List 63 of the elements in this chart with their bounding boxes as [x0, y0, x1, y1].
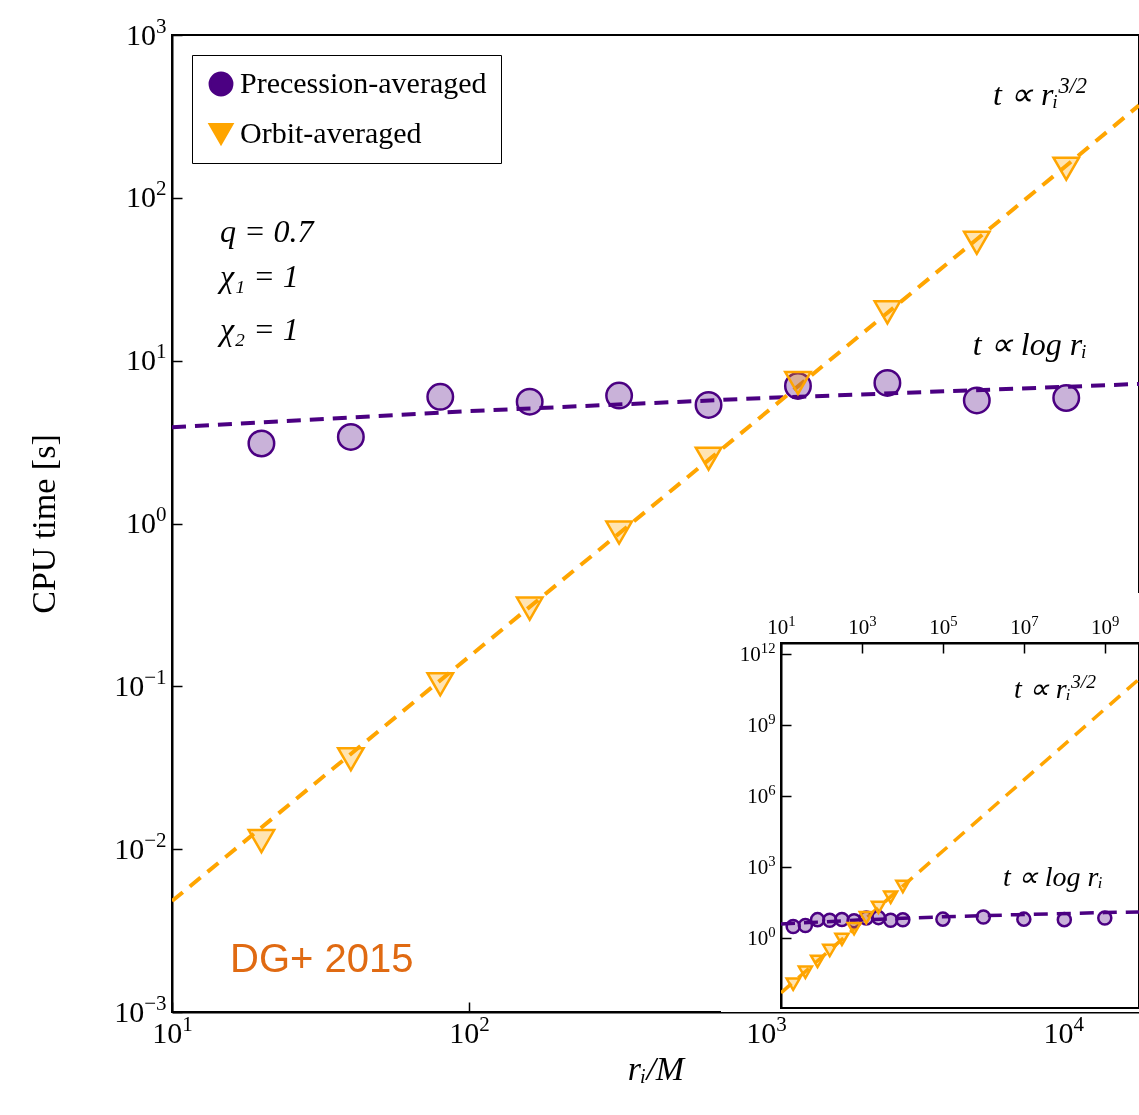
point: [694, 446, 723, 471]
y-tick-label: 10$^{−2}$: [114, 827, 167, 865]
x-tick-label: 10$^{1}$: [767, 612, 796, 639]
x-axis-title: rᵢ/M: [627, 1049, 686, 1087]
y-tick-label: 10$^{0}$: [747, 923, 776, 950]
x-tick-label: 10$^{5}$: [929, 612, 958, 639]
annotation: χ₂ = 1: [217, 311, 299, 347]
point: [336, 422, 365, 451]
x-tick-label: 10$^{7}$: [1010, 612, 1039, 639]
point: [821, 912, 838, 929]
point: [870, 900, 887, 915]
annotation: t ∝ log rᵢ: [1003, 861, 1103, 892]
legend-label: Precession-averaged: [240, 66, 487, 99]
legend-label: Orbit-averaged: [240, 116, 422, 149]
annotation: q = 0.7: [220, 213, 316, 249]
point: [247, 429, 276, 458]
point: [962, 230, 991, 256]
y-axis-title: CPU time [s]: [24, 434, 62, 614]
point: [605, 520, 634, 545]
point: [694, 390, 723, 419]
y-tick-label: 10$^{6}$: [747, 781, 776, 808]
x-tick-label: 10$^{2}$: [449, 1011, 490, 1049]
y-tick-label: 10$^{9}$: [747, 710, 776, 737]
point: [962, 386, 991, 415]
point: [895, 912, 911, 928]
point: [834, 932, 850, 947]
point: [1052, 156, 1081, 181]
point: [247, 828, 276, 854]
annotation: DG+ 2015: [230, 936, 414, 980]
point: [873, 368, 902, 397]
point: [873, 300, 902, 325]
point: [336, 746, 365, 772]
y-tick-label: 10$^{2}$: [126, 176, 167, 214]
point: [426, 671, 455, 697]
point: [1052, 384, 1081, 412]
y-tick-label: 10$^{12}$: [739, 639, 776, 666]
point: [834, 911, 850, 928]
x-tick-label: 10$^{3}$: [848, 612, 877, 639]
x-tick-label: 10$^{4}$: [1043, 1011, 1085, 1049]
annotation: χ₁ = 1: [217, 258, 299, 294]
y-tick-label: 10$^{0}$: [126, 502, 167, 539]
point: [785, 977, 801, 992]
annotation: t ∝ log rᵢ: [972, 326, 1088, 362]
x-tick-label: 10$^{9}$: [1091, 612, 1120, 639]
point: [882, 912, 899, 928]
point: [895, 879, 911, 894]
point: [785, 918, 801, 935]
y-tick-label: 10$^{1}$: [126, 339, 167, 377]
point: [797, 917, 814, 934]
point: [882, 890, 899, 905]
point: [797, 965, 814, 980]
y-tick-label: 10$^{3}$: [126, 13, 167, 51]
point: [515, 596, 544, 621]
point: [426, 382, 455, 411]
y-tick-label: 10$^{−1}$: [114, 664, 167, 702]
point: [605, 381, 634, 410]
annotation: t ∝ rᵢ$^{3/2}$: [992, 72, 1088, 112]
y-tick-label: 10$^{3}$: [747, 852, 776, 879]
point: [515, 387, 544, 416]
point: [809, 954, 826, 969]
point: [846, 921, 862, 936]
annotation: t ∝ rᵢ$^{3/2}$: [1013, 670, 1097, 704]
point: [821, 943, 838, 958]
